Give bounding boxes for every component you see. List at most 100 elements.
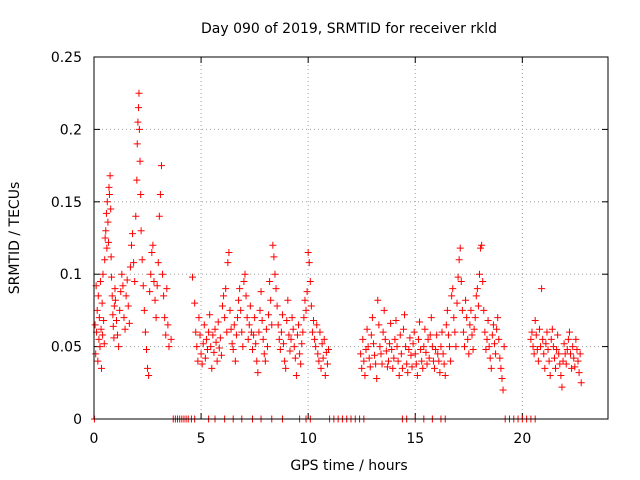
data-point [363,325,371,333]
data-point [442,321,450,329]
data-point [115,343,123,351]
data-point [450,314,458,322]
data-point [125,319,133,327]
data-point [100,340,108,348]
data-point [305,259,313,267]
data-point [109,322,117,330]
data-point [167,335,175,343]
data-point [312,343,320,351]
data-point [262,325,270,333]
data-point [219,302,226,310]
data-point [105,183,113,191]
data-point [464,335,472,343]
data-point [296,350,304,358]
data-point [485,343,493,351]
data-point [210,348,218,356]
data-point [215,344,223,352]
x-tick-label: 20 [513,431,531,447]
data-point [292,372,300,380]
data-point [155,212,163,220]
data-point [549,343,557,351]
data-point [151,296,159,304]
data-point [480,306,488,314]
data-point [229,345,237,353]
data-point [392,317,400,325]
data-point [314,350,322,358]
data-point [319,354,327,362]
data-point [544,345,552,353]
data-point [280,340,288,348]
data-point [431,364,439,372]
data-point [499,386,507,394]
data-point [263,343,271,351]
data-point [238,328,246,336]
data-point [317,364,325,372]
data-point [231,357,239,365]
plot-frame [93,56,609,420]
data-point [196,331,204,339]
data-point [554,331,562,339]
data-point [424,335,432,343]
data-point [283,317,291,325]
data-point [134,118,142,126]
data-point [208,364,216,372]
data-point [388,345,396,353]
data-point [571,363,579,371]
data-point [368,314,376,322]
data-point [399,325,407,333]
data-point [318,340,326,348]
data-point [230,321,238,329]
data-point [251,314,259,322]
data-point [533,345,541,353]
data-point [307,302,315,310]
data-point [252,340,260,348]
data-point [130,259,138,267]
data-point [409,340,417,348]
data-point [98,299,106,307]
x-tick-label: 15 [406,431,424,447]
y-axis-label: SRMTID / TECUs [7,182,23,295]
data-point [189,273,197,281]
data-point [299,328,307,336]
data-point [411,350,419,358]
data-point [258,317,266,325]
data-point [423,360,431,368]
data-point [494,314,502,322]
data-point [100,317,108,325]
data-point [162,331,170,339]
data-point [235,296,243,304]
data-point [530,350,538,358]
data-point [96,343,104,351]
data-point [476,270,483,278]
data-point [159,270,167,278]
data-point [289,325,297,333]
data-point [469,345,477,353]
data-point [425,354,433,362]
data-point [538,285,546,293]
data-point [144,364,152,372]
data-point [455,256,463,264]
data-point [288,314,296,322]
y-tick-label: 0.15 [51,195,82,211]
data-point [106,172,114,180]
data-point [452,343,460,351]
data-point [303,288,311,296]
data-point [359,335,367,343]
data-point [244,335,252,343]
data-point [421,325,429,333]
data-point [376,343,384,351]
data-point [483,335,491,343]
data-point [300,314,308,322]
data-point [315,357,323,365]
data-point [542,340,550,348]
data-point [232,331,240,339]
axis-ticks: 0 0.05 0.1 0.15 0.2 0.25 0 5 10 15 20 [51,50,608,447]
data-point [384,357,392,365]
chart-title: Day 090 of 2019, SRMTID for receiver rkl… [201,21,497,37]
data-point [407,351,415,359]
data-point [256,306,264,314]
data-point [97,364,105,372]
data-point [493,325,501,333]
data-point [436,369,444,377]
data-point [225,248,233,256]
